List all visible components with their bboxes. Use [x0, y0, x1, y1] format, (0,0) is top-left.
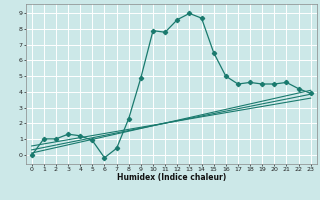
- X-axis label: Humidex (Indice chaleur): Humidex (Indice chaleur): [116, 173, 226, 182]
